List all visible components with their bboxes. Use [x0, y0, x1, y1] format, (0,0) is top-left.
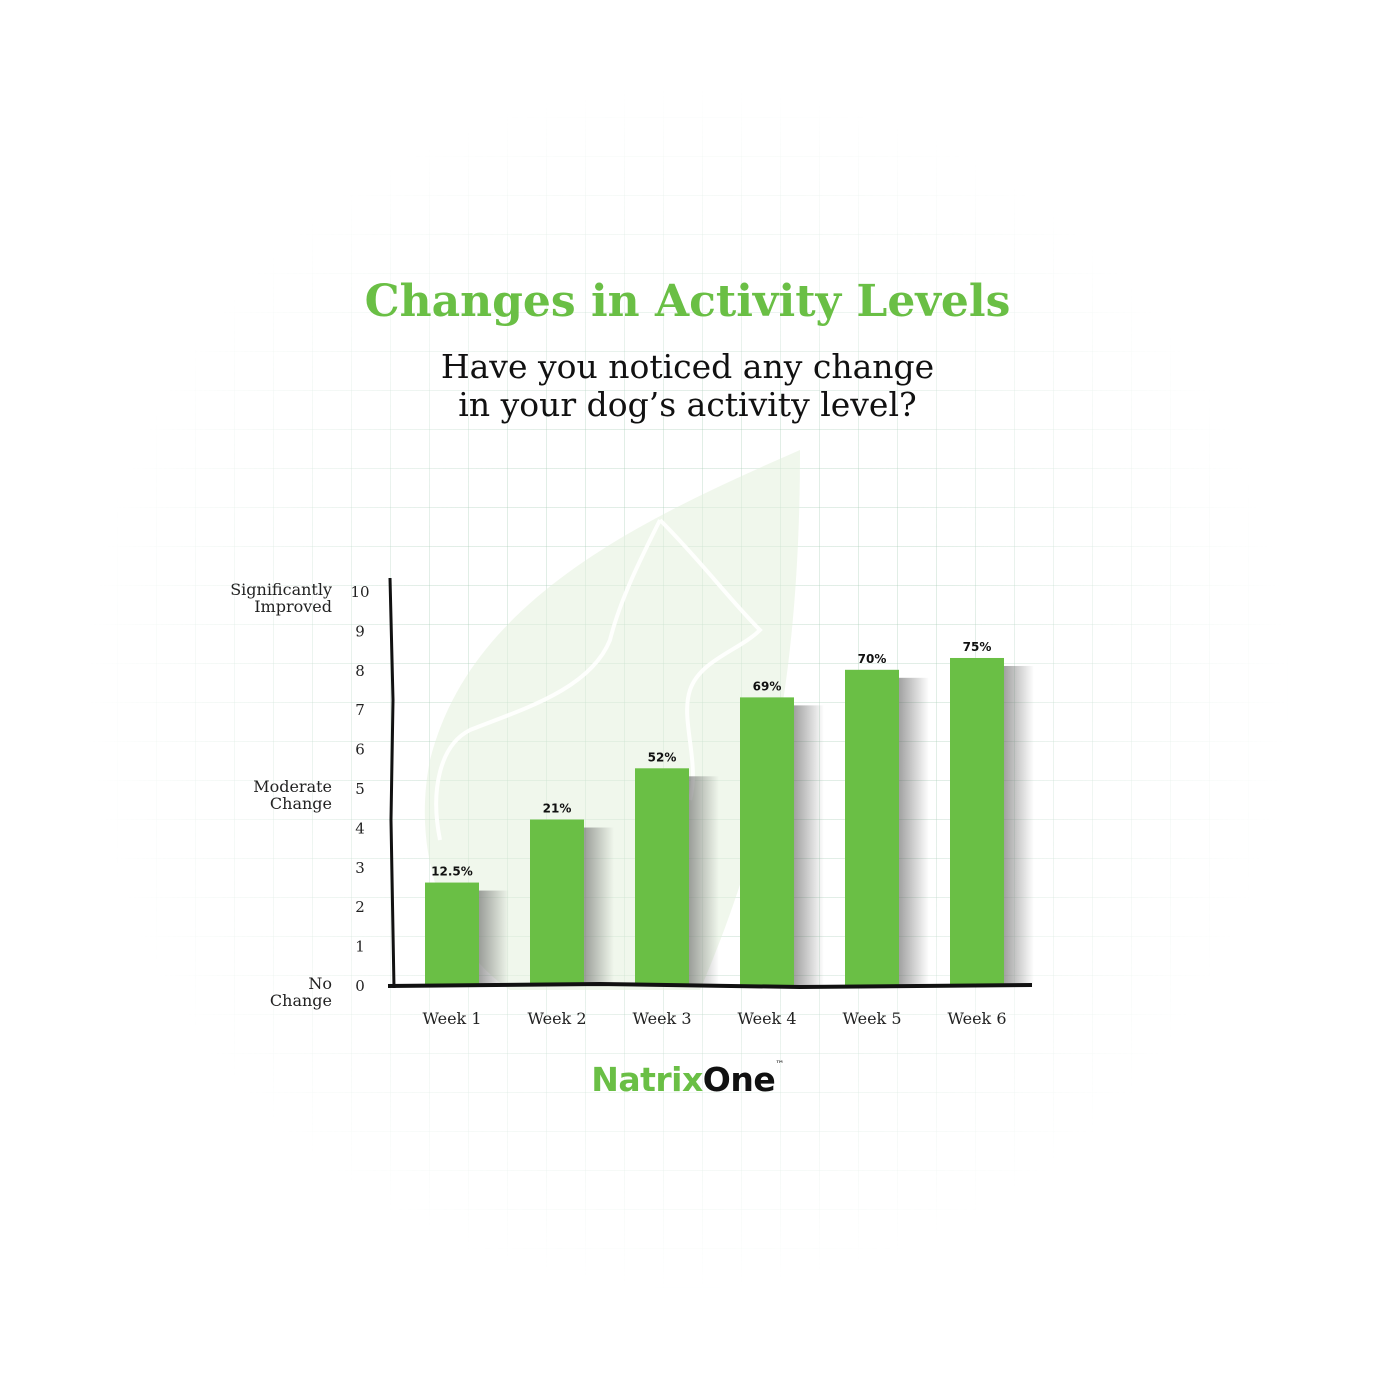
data-label: 75%	[963, 640, 992, 654]
y-axis-line	[388, 577, 396, 989]
bar-week-1	[425, 882, 479, 985]
x-tick-label: Week 5	[842, 1009, 901, 1028]
y-tick-label: 8	[355, 662, 365, 680]
y-annotation-line: Moderate	[253, 777, 332, 796]
x-axis-line	[387, 981, 1033, 990]
chart-subtitle: Have you noticed any change in your dog’…	[0, 348, 1375, 424]
bar-week-2	[530, 819, 584, 985]
data-label: 52%	[648, 750, 677, 764]
y-tick-label: 10	[350, 583, 369, 601]
x-tick-label: Week 3	[632, 1009, 691, 1028]
bar-shadow	[689, 776, 719, 985]
bar-week-4	[740, 697, 794, 985]
y-annotation-line: Significantly	[230, 580, 332, 599]
data-label: 70%	[858, 652, 887, 666]
y-tick-label: 6	[355, 741, 365, 759]
data-label: 21%	[543, 802, 572, 816]
x-tick-label: Week 6	[947, 1009, 1006, 1028]
y-tick-label: 9	[355, 622, 365, 640]
y-annotation-line: Change	[269, 794, 332, 813]
natrixone-logo: NatrixOne™	[0, 1060, 1375, 1099]
x-tick-label: Week 1	[422, 1009, 481, 1028]
subtitle-line-2: in your dog’s activity level?	[458, 385, 917, 424]
y-annotation: Moderate Change	[172, 778, 332, 812]
logo-part-natrix: Natrix	[591, 1060, 703, 1099]
bar-shadow	[794, 705, 824, 985]
y-tick-label: 7	[355, 701, 365, 719]
y-tick-label: 3	[355, 859, 365, 877]
y-tick-label: 1	[355, 938, 365, 956]
y-tick-label: 0	[355, 977, 365, 995]
data-label: 12.5%	[431, 865, 473, 879]
logo-trademark: ™	[775, 1060, 784, 1070]
bar-week-5	[845, 669, 899, 985]
bar-shadow	[584, 827, 614, 985]
y-annotation-line: No	[308, 974, 332, 993]
bar-shadow	[479, 890, 509, 985]
y-annotation: No Change	[172, 975, 332, 1009]
y-tick-label: 5	[355, 780, 365, 798]
chart-title: Changes in Activity Levels	[364, 276, 1011, 327]
y-tick-label: 4	[355, 819, 365, 837]
y-annotation-line: Change	[269, 991, 332, 1010]
subtitle-line-1: Have you noticed any change	[440, 347, 935, 386]
logo-part-one: One	[702, 1060, 776, 1099]
bar-week-3	[635, 768, 689, 985]
dog-silhouette-decoration	[434, 518, 763, 841]
y-tick-label: 2	[355, 898, 365, 916]
data-label: 69%	[753, 679, 782, 693]
bar-week-6	[950, 657, 1004, 985]
x-tick-label: Week 2	[527, 1009, 586, 1028]
y-annotation-line: Improved	[254, 597, 332, 616]
x-tick-label: Week 4	[737, 1009, 796, 1028]
y-annotation: Significantly Improved	[172, 581, 332, 615]
bar-shadow	[1004, 665, 1034, 985]
bar-shadow	[899, 677, 929, 985]
